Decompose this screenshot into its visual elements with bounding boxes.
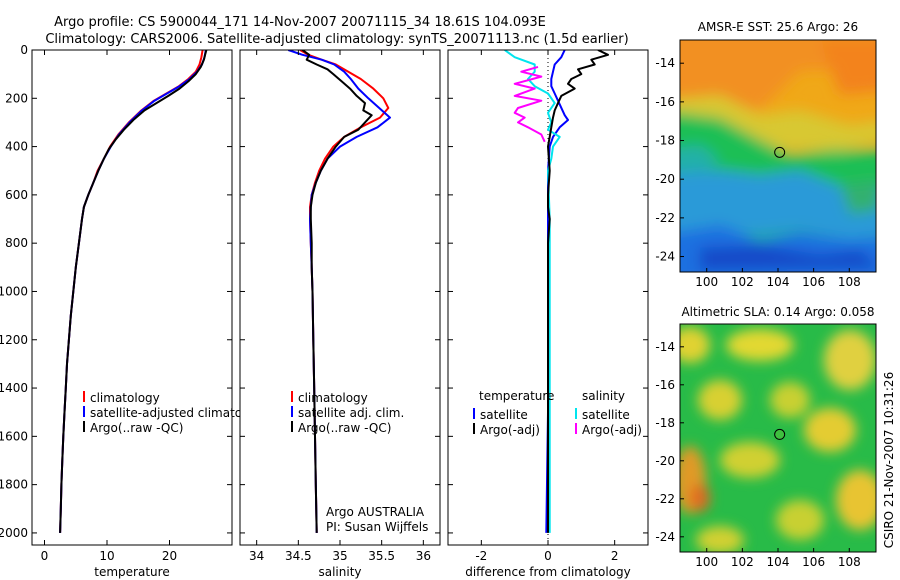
depth-tick-label: 1200 bbox=[0, 333, 28, 347]
figure-title-line2: Climatology: CARS2006. Satellite-adjuste… bbox=[45, 32, 628, 47]
sla_map-ytick-label: -24 bbox=[655, 530, 675, 544]
temperature-series-argo-raw-qc- bbox=[59, 50, 208, 533]
sst-map-axes: 100 102 104 106 108 -14 -16 -18 -20 -22 -24 bbox=[655, 56, 860, 289]
sst_map-ytick-label: -22 bbox=[655, 211, 675, 225]
depth-tick-label: 200 bbox=[5, 91, 28, 105]
sst-map-field bbox=[680, 40, 876, 272]
sst-map-title: AMSR-E SST: 25.6 Argo: 26 bbox=[698, 20, 858, 34]
difference-series-salinity-argo-adj- bbox=[513, 65, 546, 143]
difference-xtick-label: 0 bbox=[544, 549, 552, 563]
depth-tick-label: 1600 bbox=[0, 429, 28, 443]
sla_map-ytick-label: -22 bbox=[655, 492, 675, 506]
temperature-legend-label: Argo(..raw -QC) bbox=[90, 421, 183, 435]
argo-annotation: PI: Susan Wijffels bbox=[326, 520, 428, 534]
sla-map-axes: 100 102 104 106 108 -14 -16 -18 -20 -22 -24 bbox=[655, 340, 860, 569]
depth-tick-label: 800 bbox=[5, 236, 28, 250]
sla-map-panel: Altimetric SLA: 0.14 Argo: 0.058 100 102 1… bbox=[655, 305, 877, 569]
depth-tick-label: 600 bbox=[5, 188, 28, 202]
difference-xtick-label: -2 bbox=[475, 549, 487, 563]
temperature-frame bbox=[31, 49, 233, 546]
depth-tick-label: 1000 bbox=[0, 284, 28, 298]
sla_map-ytick-label: -20 bbox=[655, 454, 675, 468]
temperature-xtick-label: 20 bbox=[162, 549, 177, 563]
temperature-xtick-label: 0 bbox=[41, 549, 49, 563]
sla_map-ytick-label: -14 bbox=[655, 340, 675, 354]
salinity-panel: 34 34.5 35 35.5 36 salinity climatologysatelli… bbox=[239, 49, 441, 579]
sst-argo-location-marker bbox=[774, 146, 786, 158]
difference-panel: -2 0 2 difference from climatology temperatu… bbox=[447, 49, 649, 579]
salinity-legend-label: climatology bbox=[298, 391, 368, 405]
sst_map-ytick-label: -24 bbox=[655, 250, 675, 264]
temperature-xtick-label: 10 bbox=[99, 549, 114, 563]
temperature-series bbox=[59, 50, 208, 533]
difference-xtick-label: 2 bbox=[611, 549, 619, 563]
salinity-series bbox=[287, 50, 391, 533]
sla-map-title: Altimetric SLA: 0.14 Argo: 0.058 bbox=[681, 305, 874, 319]
temperature-legend-label: satellite-adjusted climatology bbox=[90, 406, 268, 420]
salinity-legend-label: Argo(..raw -QC) bbox=[298, 421, 391, 435]
sla-argo-location-marker bbox=[774, 428, 786, 440]
salinity-xtick-label: 35.5 bbox=[368, 549, 395, 563]
difference-legend-salinity-title: salinity bbox=[582, 389, 625, 403]
temperature-plot-area bbox=[32, 50, 232, 545]
salinity-xtick-label: 34 bbox=[249, 549, 264, 563]
depth-tick-label: 400 bbox=[5, 140, 28, 154]
sla_map-ytick-label: -16 bbox=[655, 378, 675, 392]
salinity-xtick-label: 34.5 bbox=[285, 549, 312, 563]
argo-annotation: Argo AUSTRALIA bbox=[326, 505, 425, 519]
sst_map-ytick-label: -20 bbox=[655, 172, 675, 186]
salinity-plot-area bbox=[240, 50, 440, 545]
sst_map-xtick-label: 100 bbox=[695, 275, 718, 289]
sla_map-xtick-label: 108 bbox=[838, 555, 861, 569]
salinity-xlabel: salinity bbox=[318, 565, 361, 579]
difference-legend-label: satellite bbox=[480, 408, 528, 422]
sst_map-xtick-label: 108 bbox=[838, 275, 861, 289]
sla_map-xtick-label: 104 bbox=[767, 555, 790, 569]
sla_map-ytick-label: -18 bbox=[655, 416, 675, 430]
figure-title-line1: Argo profile: CS 5900044_171 14-Nov-2007… bbox=[54, 15, 546, 30]
difference-legend-label: Argo(-adj) bbox=[480, 423, 540, 437]
sla_map-xtick-label: 102 bbox=[731, 555, 754, 569]
temperature-xlabel: temperature bbox=[94, 565, 169, 579]
sst_map-ytick-label: -14 bbox=[655, 56, 675, 70]
temperature-legend-label: climatology bbox=[90, 391, 160, 405]
depth-tick-label: 0 bbox=[20, 43, 28, 57]
sla_map-xtick-label: 100 bbox=[695, 555, 718, 569]
sla_map-xtick-label: 106 bbox=[802, 555, 825, 569]
difference-legend-label: Argo(-adj) bbox=[582, 423, 642, 437]
salinity-series-argo-raw-qc- bbox=[301, 50, 373, 533]
depth-tick-label: 1400 bbox=[0, 381, 28, 395]
difference-series bbox=[504, 50, 609, 533]
temperature-panel: 0 10 20 temperature 0 200 400 600 800 1000 1200 140… bbox=[0, 43, 268, 579]
salinity-xtick-label: 35 bbox=[332, 549, 347, 563]
sst_map-xtick-label: 106 bbox=[802, 275, 825, 289]
sst_map-ytick-label: -18 bbox=[655, 134, 675, 148]
sst_map-xtick-label: 102 bbox=[731, 275, 754, 289]
salinity-xtick-label: 36 bbox=[416, 549, 431, 563]
difference-series-temperature-argo-adj- bbox=[547, 50, 609, 533]
difference-xlabel: difference from climatology bbox=[465, 565, 631, 579]
sst_map-xtick-label: 104 bbox=[767, 275, 790, 289]
side-timestamp-label: CSIRO 21-Nov-2007 10:31:26 bbox=[882, 372, 896, 548]
sst-map-panel: AMSR-E SST: 25.6 Argo: 26 100 102 104 106 10… bbox=[655, 20, 877, 289]
sst_map-ytick-label: -16 bbox=[655, 95, 675, 109]
salinity-legend-label: satellite adj. clim. bbox=[298, 406, 404, 420]
depth-tick-label: 2000 bbox=[0, 526, 28, 540]
depth-tick-label: 1800 bbox=[0, 478, 28, 492]
difference-legend-temperature-title: temperature bbox=[479, 389, 554, 403]
difference-legend-label: satellite bbox=[582, 408, 630, 422]
